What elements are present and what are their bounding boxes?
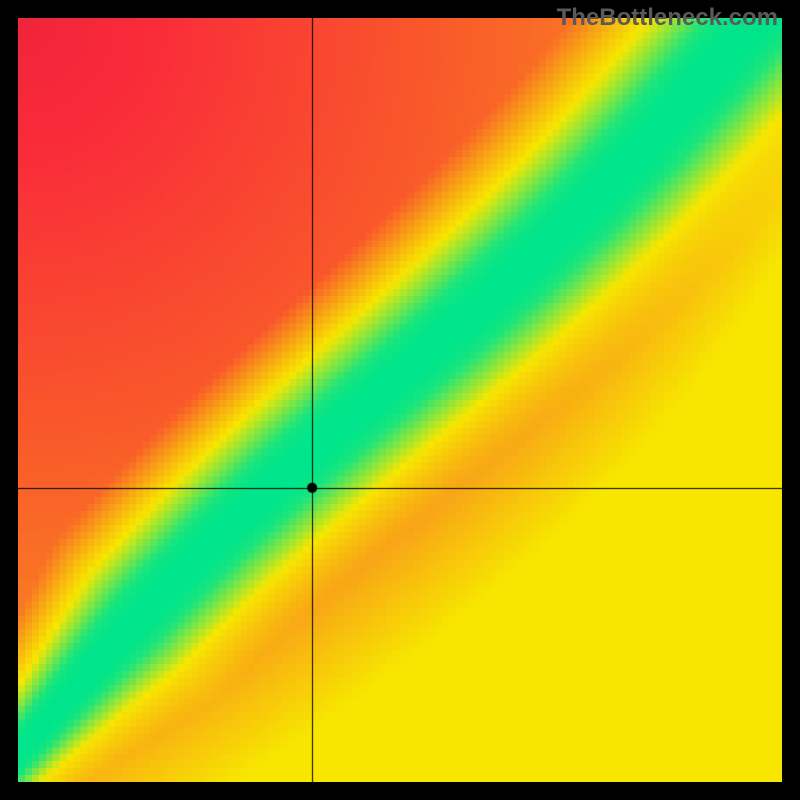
bottleneck-heatmap — [18, 18, 782, 782]
chart-container: { "watermark": { "text": "TheBottleneck.… — [0, 0, 800, 800]
watermark-text: TheBottleneck.com — [557, 4, 778, 32]
